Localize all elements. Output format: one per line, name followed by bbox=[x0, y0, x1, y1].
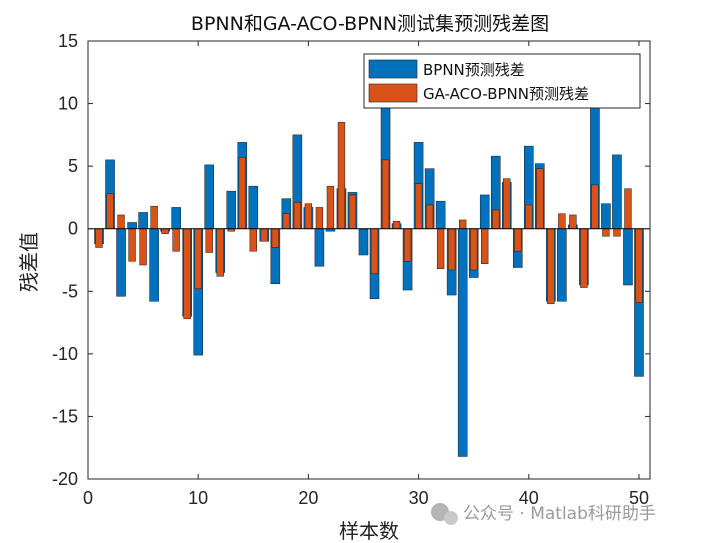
bar-ga-aco-bpnn-44 bbox=[569, 214, 577, 229]
legend-label-ga-aco-bpnn: GA-ACO-BPNN预测残差 bbox=[423, 85, 589, 103]
bar-ga-aco-bpnn-19 bbox=[293, 202, 302, 229]
bar-bpnn-25 bbox=[358, 228, 369, 256]
bar-bpnn-49 bbox=[623, 228, 633, 286]
bar-ga-aco-bpnn-38 bbox=[503, 178, 511, 229]
bar-ga-aco-bpnn-18 bbox=[282, 213, 291, 229]
bar-ga-aco-bpnn-42 bbox=[547, 228, 555, 305]
bar-ga-aco-bpnn-2 bbox=[106, 193, 114, 229]
bar-bpnn-32 bbox=[435, 200, 446, 229]
bar-ga-aco-bpnn-48 bbox=[613, 228, 621, 237]
x-tick-label: 30 bbox=[409, 488, 429, 508]
bar-ga-aco-bpnn-12 bbox=[216, 228, 224, 277]
y-tick-label: 15 bbox=[58, 31, 78, 51]
bar-ga-aco-bpnn-49 bbox=[624, 188, 632, 229]
bar-ga-aco-bpnn-6 bbox=[150, 205, 158, 229]
bar-ga-aco-bpnn-9 bbox=[183, 228, 191, 320]
bar-ga-aco-bpnn-36 bbox=[481, 228, 489, 265]
bar-ga-aco-bpnn-21 bbox=[315, 207, 324, 229]
y-tick-label: 10 bbox=[58, 94, 78, 114]
wechat-icon-bubble bbox=[444, 511, 458, 525]
legend-label-bpnn: BPNN预测残差 bbox=[423, 61, 525, 79]
bar-ga-aco-bpnn-31 bbox=[425, 204, 434, 229]
bar-ga-aco-bpnn-26 bbox=[370, 228, 379, 275]
bar-bpnn-15 bbox=[248, 185, 259, 229]
x-tick-label: 20 bbox=[298, 488, 318, 508]
bar-ga-aco-bpnn-16 bbox=[260, 228, 268, 242]
bar-ga-aco-bpnn-4 bbox=[128, 228, 136, 262]
bar-ga-aco-bpnn-8 bbox=[172, 228, 180, 252]
legend-swatch-ga-aco-bpnn bbox=[368, 83, 418, 103]
watermark-text: 公众号 · Matlab科研助手 bbox=[463, 504, 656, 524]
bar-ga-aco-bpnn-32 bbox=[436, 228, 445, 270]
bar-bpnn-13 bbox=[226, 190, 237, 229]
bar-bpnn-21 bbox=[314, 228, 325, 267]
bar-bpnn-3 bbox=[116, 228, 126, 297]
legend: BPNN预测残差 GA-ACO-BPNN预测残差 bbox=[363, 53, 641, 109]
y-tick-label: -5 bbox=[62, 281, 78, 301]
watermark: 公众号 · Matlab科研助手 bbox=[431, 503, 656, 525]
bar-ga-aco-bpnn-5 bbox=[139, 228, 147, 266]
plot-area bbox=[88, 41, 650, 479]
bar-ga-aco-bpnn-10 bbox=[194, 228, 202, 290]
y-axis-label: 残差值 bbox=[17, 232, 41, 292]
legend-swatch-bpnn bbox=[368, 59, 418, 79]
bar-ga-aco-bpnn-28 bbox=[392, 220, 401, 229]
bar-ga-aco-bpnn-7 bbox=[161, 228, 169, 234]
bar-ga-aco-bpnn-24 bbox=[348, 194, 357, 229]
bar-bpnn-43 bbox=[557, 228, 567, 302]
y-tick-label: -20 bbox=[52, 469, 78, 489]
bar-ga-aco-bpnn-41 bbox=[536, 168, 544, 229]
x-tick-label: 50 bbox=[629, 488, 649, 508]
bar-ga-aco-bpnn-47 bbox=[602, 228, 610, 237]
bar-ga-aco-bpnn-40 bbox=[525, 204, 533, 229]
bar-ga-aco-bpnn-50 bbox=[635, 228, 643, 303]
bar-ga-aco-bpnn-17 bbox=[271, 228, 280, 248]
x-tick-label: 0 bbox=[83, 488, 93, 508]
bar-bpnn-6 bbox=[149, 228, 159, 302]
plot-frame bbox=[87, 40, 651, 480]
y-tick-label: -10 bbox=[52, 344, 78, 364]
bar-ga-aco-bpnn-45 bbox=[580, 228, 588, 288]
x-axis-label: 样本数 bbox=[339, 519, 399, 543]
bar-bpnn-8 bbox=[171, 207, 181, 229]
x-tick-label: 40 bbox=[519, 488, 539, 508]
bar-ga-aco-bpnn-23 bbox=[337, 122, 346, 229]
bar-ga-aco-bpnn-11 bbox=[205, 228, 213, 253]
y-tick-label: 5 bbox=[68, 156, 78, 176]
bar-ga-aco-bpnn-34 bbox=[459, 219, 467, 229]
bar-ga-aco-bpnn-20 bbox=[304, 203, 313, 229]
bar-ga-aco-bpnn-46 bbox=[591, 184, 599, 229]
bar-ga-aco-bpnn-15 bbox=[249, 228, 257, 252]
bar-ga-aco-bpnn-22 bbox=[326, 185, 335, 229]
bar-ga-aco-bpnn-1 bbox=[95, 228, 103, 248]
y-tick-label: 0 bbox=[68, 219, 78, 239]
bar-ga-aco-bpnn-43 bbox=[558, 213, 566, 229]
bar-ga-aco-bpnn-33 bbox=[447, 228, 456, 271]
x-tick-label: 10 bbox=[188, 488, 208, 508]
bar-ga-aco-bpnn-39 bbox=[514, 228, 522, 252]
bar-bpnn-47 bbox=[601, 203, 611, 229]
bar-ga-aco-bpnn-29 bbox=[403, 228, 412, 262]
bar-bpnn-48 bbox=[612, 154, 622, 229]
bar-bpnn-5 bbox=[138, 212, 148, 229]
bar-ga-aco-bpnn-14 bbox=[238, 157, 246, 229]
bar-bpnn-4 bbox=[127, 222, 137, 229]
chart-title: BPNN和GA-ACO-BPNN测试集预测残差图 bbox=[191, 13, 549, 35]
y-tick-label: -15 bbox=[52, 406, 78, 426]
bar-bpnn-36 bbox=[479, 194, 490, 229]
bar-bpnn-11 bbox=[204, 164, 214, 229]
bar-ga-aco-bpnn-30 bbox=[414, 183, 423, 229]
bar-ga-aco-bpnn-37 bbox=[492, 209, 500, 229]
bar-ga-aco-bpnn-3 bbox=[117, 214, 125, 229]
bar-bpnn-34 bbox=[457, 228, 468, 457]
bar-ga-aco-bpnn-35 bbox=[470, 228, 478, 271]
bar-ga-aco-bpnn-27 bbox=[381, 159, 390, 229]
